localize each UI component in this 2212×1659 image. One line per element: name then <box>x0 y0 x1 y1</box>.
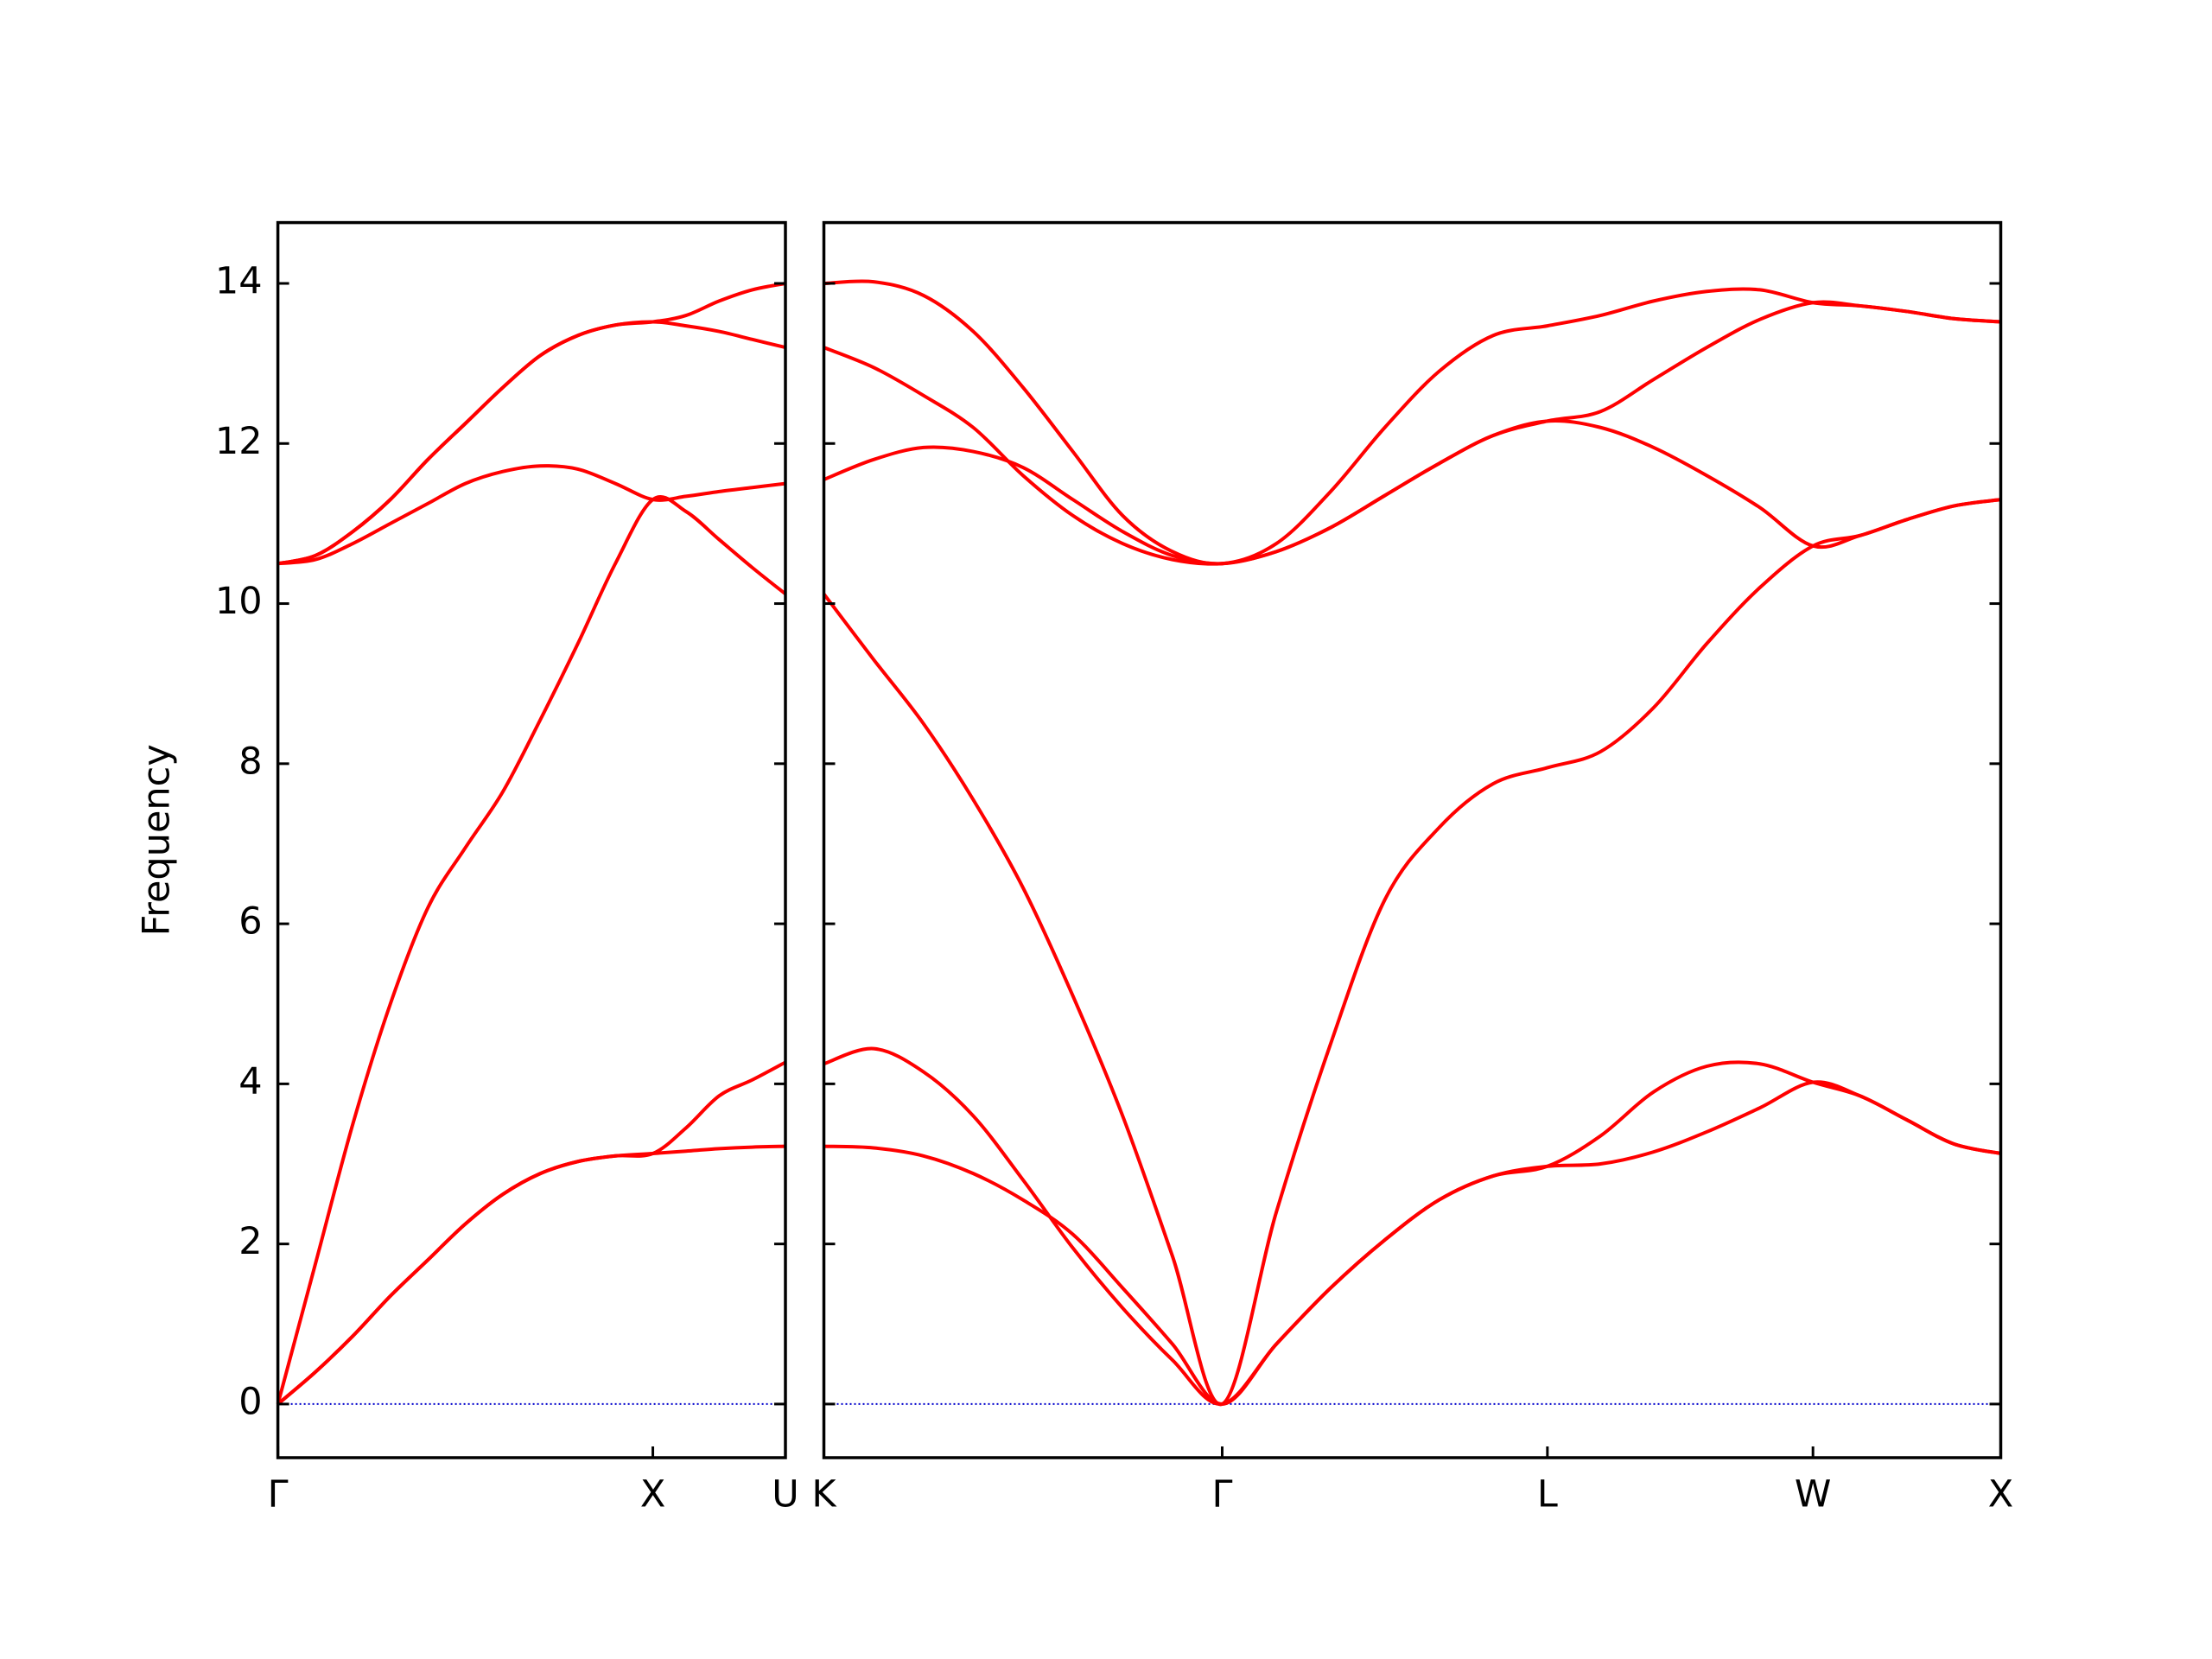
band-line <box>823 300 2001 566</box>
y-tick-label: 2 <box>238 1220 262 1263</box>
y-axis-label: Frequency <box>136 744 179 936</box>
band-line <box>822 498 2001 1406</box>
x-tick-label: Γ <box>268 1473 289 1516</box>
band-line <box>277 320 786 566</box>
band-line <box>823 1080 2001 1406</box>
x-tick-label: Γ <box>1211 1473 1232 1516</box>
x-tick-label: W <box>1795 1473 1832 1516</box>
y-tick-label: 0 <box>238 1380 262 1423</box>
plot-frame <box>822 220 2003 1459</box>
band-line <box>277 464 786 566</box>
x-tick-label: K <box>811 1473 837 1516</box>
x-tick-label: X <box>640 1473 665 1516</box>
plot-frame <box>276 220 787 1459</box>
band-line <box>276 1144 786 1406</box>
x-tick-label: L <box>1537 1473 1558 1516</box>
y-tick-label: 6 <box>238 900 262 944</box>
band-line <box>276 1060 786 1406</box>
band-line <box>823 1046 2001 1406</box>
x-tick-label: X <box>1988 1473 2013 1516</box>
y-tick-label: 8 <box>238 740 262 783</box>
y-tick-label: 4 <box>238 1060 262 1103</box>
y-tick-label: 14 <box>215 260 263 303</box>
y-tick-label: 10 <box>215 580 263 623</box>
band-line <box>277 282 786 566</box>
band-line <box>823 279 2001 566</box>
y-tick-label: 12 <box>215 420 263 463</box>
band-line <box>276 494 787 1405</box>
x-tick-label: U <box>772 1473 798 1516</box>
